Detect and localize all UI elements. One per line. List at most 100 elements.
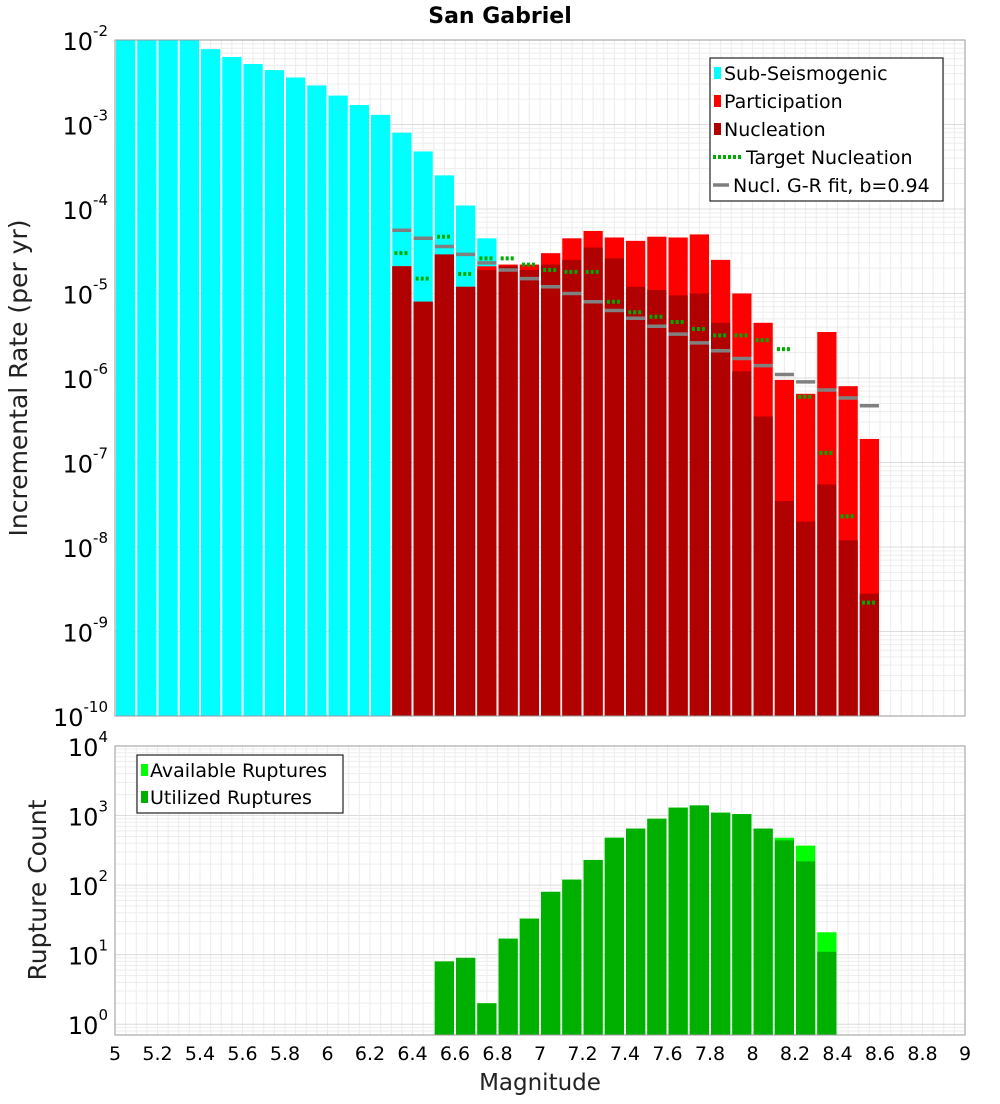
y-tick-exponent: -6	[93, 360, 108, 378]
top-y-axis-label: Incremental Rate (per yr)	[4, 220, 33, 537]
utilized-ruptures-bar	[477, 1003, 497, 1035]
x-tick-label: 5.8	[270, 1043, 300, 1065]
x-tick-label: 8	[746, 1043, 758, 1065]
y-tick-exponent: 2	[98, 867, 108, 885]
utilized-ruptures-bar	[774, 840, 794, 1035]
y-tick-exponent: -7	[93, 445, 108, 463]
x-tick-label: 7.8	[695, 1043, 725, 1065]
y-tick-base: 10	[68, 943, 99, 971]
legend-swatch-participation	[714, 95, 721, 107]
x-tick-labels: 5 5.2 5.4 5.6 5.8 6 6.2 6.4 6.6 6.8 7 7.2 7.4 7.6 7.8 8…	[109, 1043, 971, 1065]
y-tick-base: 10	[62, 282, 93, 310]
y-tick-label: 10-2	[62, 22, 108, 56]
legend-swatch-sub-seismogenic	[714, 67, 721, 79]
legend-label-utilized-ruptures: Utilized Ruptures	[150, 787, 312, 809]
x-tick-label: 5.4	[185, 1043, 215, 1065]
nucleation-bar	[562, 259, 582, 716]
sub-seismogenic-bar	[286, 77, 306, 717]
y-tick-label: 104	[68, 728, 108, 762]
nucleation-bar	[413, 301, 433, 716]
chart-title: San Gabriel	[428, 4, 572, 29]
y-tick-label: 103	[68, 798, 108, 832]
y-tick-base: 10	[62, 535, 93, 563]
nucleation-bar	[583, 247, 603, 716]
utilized-ruptures-bar	[817, 951, 837, 1035]
x-axis-label: Magnitude	[479, 1070, 601, 1096]
x-tick-label: 9	[959, 1043, 971, 1065]
y-tick-label: 10-7	[62, 445, 108, 479]
y-tick-label: 10-8	[62, 529, 108, 563]
top-line-segments	[392, 228, 879, 605]
y-tick-exponent: -8	[93, 529, 108, 547]
legend-label-participation: Participation	[724, 91, 843, 113]
y-tick-base: 10	[62, 197, 93, 225]
utilized-ruptures-bar	[711, 812, 731, 1035]
x-tick-label: 7.2	[567, 1043, 597, 1065]
nucleation-bar	[392, 266, 412, 716]
legend-swatch-nucleation	[714, 123, 721, 135]
bottom-plot-frame	[114, 745, 966, 1036]
bottom-legend: Available Ruptures Utilized Ruptures	[136, 754, 344, 814]
x-tick-label: 5.2	[142, 1043, 172, 1065]
y-tick-base: 10	[68, 804, 99, 832]
legend-label-sub-seismogenic: Sub-Seismogenic	[724, 63, 888, 85]
nucleation-bar	[711, 322, 731, 716]
x-tick-label: 5.6	[227, 1043, 257, 1065]
utilized-ruptures-bar	[541, 891, 561, 1035]
nucleation-bar	[838, 540, 858, 716]
y-tick-label: 101	[68, 937, 108, 971]
sub-seismogenic-bar	[307, 85, 327, 716]
nucleation-bar	[859, 593, 879, 716]
utilized-ruptures-bar	[604, 837, 624, 1035]
utilized-ruptures-bar	[583, 859, 603, 1035]
nucleation-bar	[647, 290, 667, 716]
x-tick-label: 6.2	[355, 1043, 385, 1065]
y-tick-label: 10-5	[62, 276, 108, 310]
y-tick-exponent: 3	[98, 798, 108, 816]
top-bars	[116, 40, 879, 717]
legend-label-target-nucleation: Target Nucleation	[745, 147, 913, 169]
y-tick-base: 10	[62, 620, 93, 648]
y-tick-exponent: 4	[98, 728, 108, 746]
x-tick-label: 6	[321, 1043, 333, 1065]
y-tick-base: 10	[68, 734, 99, 762]
utilized-ruptures-bar	[498, 938, 518, 1035]
y-tick-label: 10-4	[62, 191, 108, 225]
y-tick-label: 100	[68, 1006, 108, 1040]
sub-seismogenic-bar	[158, 40, 178, 716]
legend-label-nucleation: Nucleation	[724, 119, 826, 141]
sub-seismogenic-bar	[137, 40, 157, 716]
x-tick-label: 8.8	[907, 1043, 937, 1065]
y-tick-label: 10-9	[62, 614, 108, 648]
bottom-legend-box	[136, 754, 344, 814]
x-tick-label: 8.4	[822, 1043, 852, 1065]
nucleation-bar	[477, 269, 497, 716]
top-y-tick-labels: 10-210-310-410-510-610-710-810-910-10	[53, 22, 108, 732]
nucleation-bar	[774, 501, 794, 716]
legend-label-available-ruptures: Available Ruptures	[150, 760, 327, 782]
bottom-bars	[434, 805, 837, 1035]
top-plot-frame	[114, 39, 966, 717]
nucleation-bar	[519, 269, 539, 716]
nucleation-bar	[626, 286, 646, 716]
utilized-ruptures-bar	[519, 918, 539, 1035]
x-tick-label: 7.6	[652, 1043, 682, 1065]
y-tick-base: 10	[62, 451, 93, 479]
legend-label-gr-fit: Nucl. G-R fit, b=0.94	[733, 175, 930, 197]
y-tick-label: 102	[68, 867, 108, 901]
y-tick-exponent: 0	[98, 1006, 108, 1024]
legend-swatch-utilized-ruptures	[141, 791, 148, 803]
nucleation-bar	[817, 484, 837, 716]
utilized-ruptures-bar	[434, 961, 454, 1035]
top-legend: Sub-Seismogenic Participation Nucleation…	[709, 57, 944, 202]
nucleation-bar	[732, 371, 752, 716]
y-tick-base: 10	[62, 113, 93, 141]
x-tick-label: 5	[109, 1043, 121, 1065]
utilized-ruptures-bar	[732, 814, 752, 1035]
legend-swatch-available-ruptures	[141, 764, 148, 776]
x-tick-label: 6.8	[482, 1043, 512, 1065]
nucleation-bar	[434, 254, 454, 716]
nucleation-bar	[456, 286, 476, 716]
